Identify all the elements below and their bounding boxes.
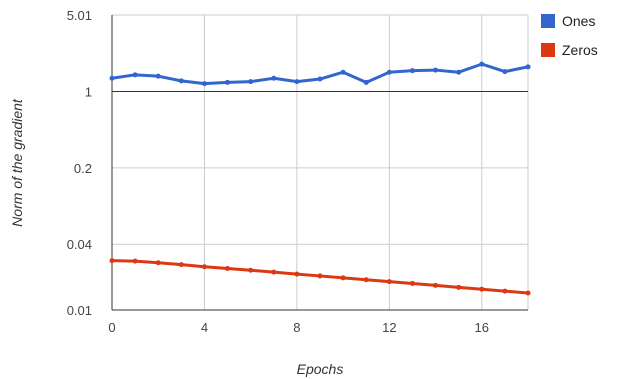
tick-labels: 0 4 8 12 16 0.01 0.04 0.2 1 5.01 [67, 8, 489, 335]
data-point [340, 275, 346, 281]
data-point [271, 269, 277, 275]
data-point [363, 79, 369, 85]
data-point [132, 258, 138, 264]
data-point [317, 273, 323, 279]
y-tick-label: 0.01 [67, 303, 92, 318]
data-point [155, 260, 161, 266]
data-point [479, 286, 485, 292]
data-point [132, 72, 138, 78]
data-point [271, 75, 277, 81]
data-point [155, 73, 161, 79]
data-point [109, 258, 115, 264]
data-point [317, 76, 323, 82]
legend-label-ones[interactable]: Ones [562, 13, 595, 29]
data-point [502, 288, 508, 294]
data-point [340, 69, 346, 75]
x-tick-label: 4 [201, 320, 208, 335]
y-tick-label: 1 [85, 84, 92, 99]
y-tick-label: 0.2 [74, 161, 92, 176]
data-point [386, 279, 392, 285]
data-point [525, 64, 531, 70]
data-point [109, 75, 115, 81]
data-point [178, 262, 184, 268]
data-point [409, 280, 415, 286]
data-point [248, 267, 254, 273]
data-point [502, 69, 508, 75]
x-axis-label: Epochs [297, 361, 344, 377]
data-point [201, 81, 207, 87]
data-point [433, 282, 439, 288]
axes [111, 15, 528, 311]
series-layer [109, 61, 531, 296]
data-point [386, 69, 392, 75]
grid-lines [111, 14, 529, 311]
x-tick-label: 12 [382, 320, 396, 335]
data-point [225, 79, 231, 85]
data-point [456, 69, 462, 75]
data-point [178, 78, 184, 84]
data-point [363, 277, 369, 283]
x-tick-label: 0 [108, 320, 115, 335]
data-point [294, 79, 300, 85]
y-tick-label: 5.01 [67, 8, 92, 23]
data-point [248, 79, 254, 85]
legend-label-zeros[interactable]: Zeros [562, 42, 598, 58]
data-point [225, 265, 231, 271]
data-point [409, 68, 415, 74]
y-tick-label: 0.04 [67, 237, 92, 252]
data-point [433, 67, 439, 73]
legend-swatch-zeros[interactable] [541, 43, 555, 57]
legend[interactable]: Ones Zeros [541, 13, 598, 58]
data-point [201, 264, 207, 270]
x-tick-label: 8 [293, 320, 300, 335]
y-axis-label: Norm of the gradient [9, 98, 25, 227]
data-point [456, 284, 462, 290]
data-point [294, 271, 300, 277]
x-tick-label: 16 [475, 320, 489, 335]
legend-swatch-ones[interactable] [541, 14, 555, 28]
data-point [525, 290, 531, 296]
data-point [479, 61, 485, 67]
